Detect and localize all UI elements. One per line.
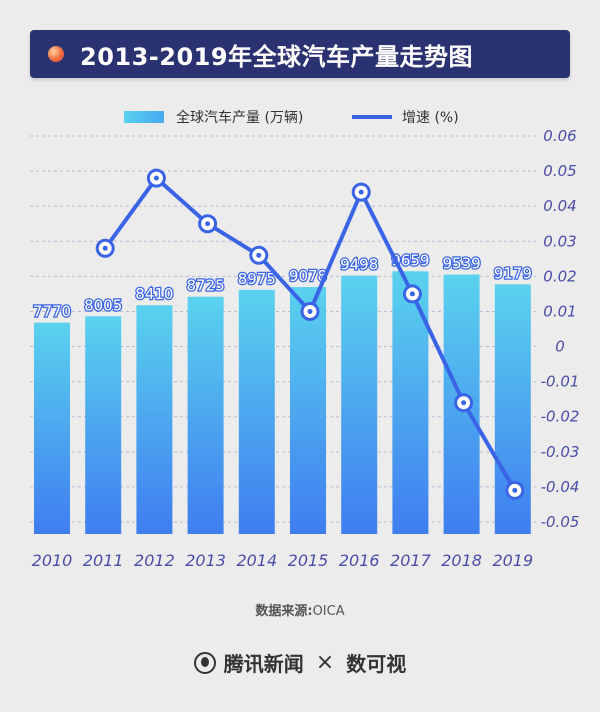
bar-2014 bbox=[238, 289, 275, 534]
y-axis-ticks: 0.06 0.05 0.04 0.03 0.02 0.01 0 -0.01 -0.02 -0.03… bbox=[541, 127, 580, 531]
bar-2011 bbox=[85, 316, 122, 534]
y-tick-label: -0.04 bbox=[541, 478, 580, 496]
legend: 全球汽车产量 (万辆) 增速 (%) bbox=[124, 109, 459, 126]
bars bbox=[34, 271, 531, 534]
rate-point-center bbox=[102, 245, 108, 251]
bar-value-label: 9179 bbox=[494, 264, 532, 282]
rate-point-center bbox=[358, 189, 364, 195]
title-dot-icon bbox=[48, 46, 64, 62]
legend-bar-label: 全球汽车产量 (万辆) bbox=[176, 109, 303, 126]
x-tick-label: 2012 bbox=[134, 551, 175, 570]
bar-value-label: 8975 bbox=[238, 270, 276, 288]
chart-title: 2013-2019年全球汽车产量走势图 bbox=[80, 42, 474, 71]
bar-2013 bbox=[187, 296, 224, 534]
y-tick-label: -0.03 bbox=[541, 443, 580, 461]
rate-point-center bbox=[512, 487, 518, 493]
title-bar: 2013-2019年全球汽车产量走势图 bbox=[30, 30, 570, 78]
bar-value-label: 9498 bbox=[340, 256, 378, 274]
bar-value-label: 9539 bbox=[443, 255, 481, 273]
chart-area: 全球汽车产量 (万辆) 增速 (%) 7770 8005 8410 8725 8975 9… bbox=[30, 109, 580, 570]
bar-value-label: 8410 bbox=[135, 285, 173, 303]
x-tick-label: 2018 bbox=[441, 551, 482, 570]
y-tick-label: 0.02 bbox=[543, 267, 576, 285]
y-tick-label: 0.05 bbox=[543, 162, 576, 180]
y-tick-label: 0.03 bbox=[543, 232, 576, 250]
legend-bar-swatch bbox=[124, 111, 164, 123]
y-tick-label: 0.01 bbox=[543, 302, 576, 320]
x-tick-label: 2015 bbox=[288, 551, 329, 570]
source-value: OICA bbox=[312, 604, 345, 619]
x-axis-ticks: 2010 2011 2012 2013 2014 2015 2016 2017 2018 2019 bbox=[32, 551, 534, 570]
rate-point-center bbox=[256, 252, 262, 258]
rate-line bbox=[95, 168, 525, 500]
times-sign: × bbox=[315, 650, 335, 675]
x-tick-label: 2014 bbox=[236, 551, 277, 570]
rate-point-center bbox=[153, 175, 159, 181]
y-tick-label: 0 bbox=[555, 338, 565, 356]
y-tick-label: 0.04 bbox=[543, 197, 576, 215]
bar-value-label: 9078 bbox=[289, 267, 327, 285]
footer: 腾讯新闻 × 数可视 bbox=[0, 648, 600, 677]
y-tick-label: 0.06 bbox=[543, 127, 576, 145]
x-tick-label: 2010 bbox=[32, 551, 73, 570]
bar-2015 bbox=[290, 287, 326, 534]
y-tick-label: -0.05 bbox=[541, 513, 580, 531]
x-tick-label: 2011 bbox=[83, 551, 124, 570]
x-tick-label: 2016 bbox=[339, 551, 380, 570]
source-label: 数据来源 bbox=[255, 604, 308, 619]
legend-line-label: 增速 (%) bbox=[402, 110, 459, 126]
y-tick-label: -0.01 bbox=[541, 373, 580, 391]
rate-point-center bbox=[307, 308, 313, 314]
bar-value-label: 8005 bbox=[84, 296, 122, 314]
brand-tencent-news: 腾讯新闻 bbox=[223, 652, 304, 676]
x-tick-label: 2013 bbox=[185, 551, 226, 570]
bar-2016 bbox=[341, 275, 378, 534]
brand-shukeshi: 数可视 bbox=[346, 652, 407, 676]
y-tick-label: -0.02 bbox=[541, 408, 580, 426]
bar-value-label: 7770 bbox=[33, 303, 71, 321]
penguin-logo-icon bbox=[193, 651, 216, 674]
rate-point-center bbox=[205, 221, 211, 227]
x-tick-label: 2017 bbox=[390, 551, 432, 570]
x-tick-label: 2019 bbox=[492, 551, 533, 570]
bar-2010 bbox=[34, 322, 70, 534]
source-note: 数据来源:OICA bbox=[255, 604, 345, 619]
rate-point-center bbox=[461, 400, 467, 406]
bar-2012 bbox=[136, 305, 173, 534]
bar-value-label: 8725 bbox=[187, 277, 225, 295]
rate-point-center bbox=[409, 291, 415, 297]
bar-2017 bbox=[392, 271, 429, 534]
